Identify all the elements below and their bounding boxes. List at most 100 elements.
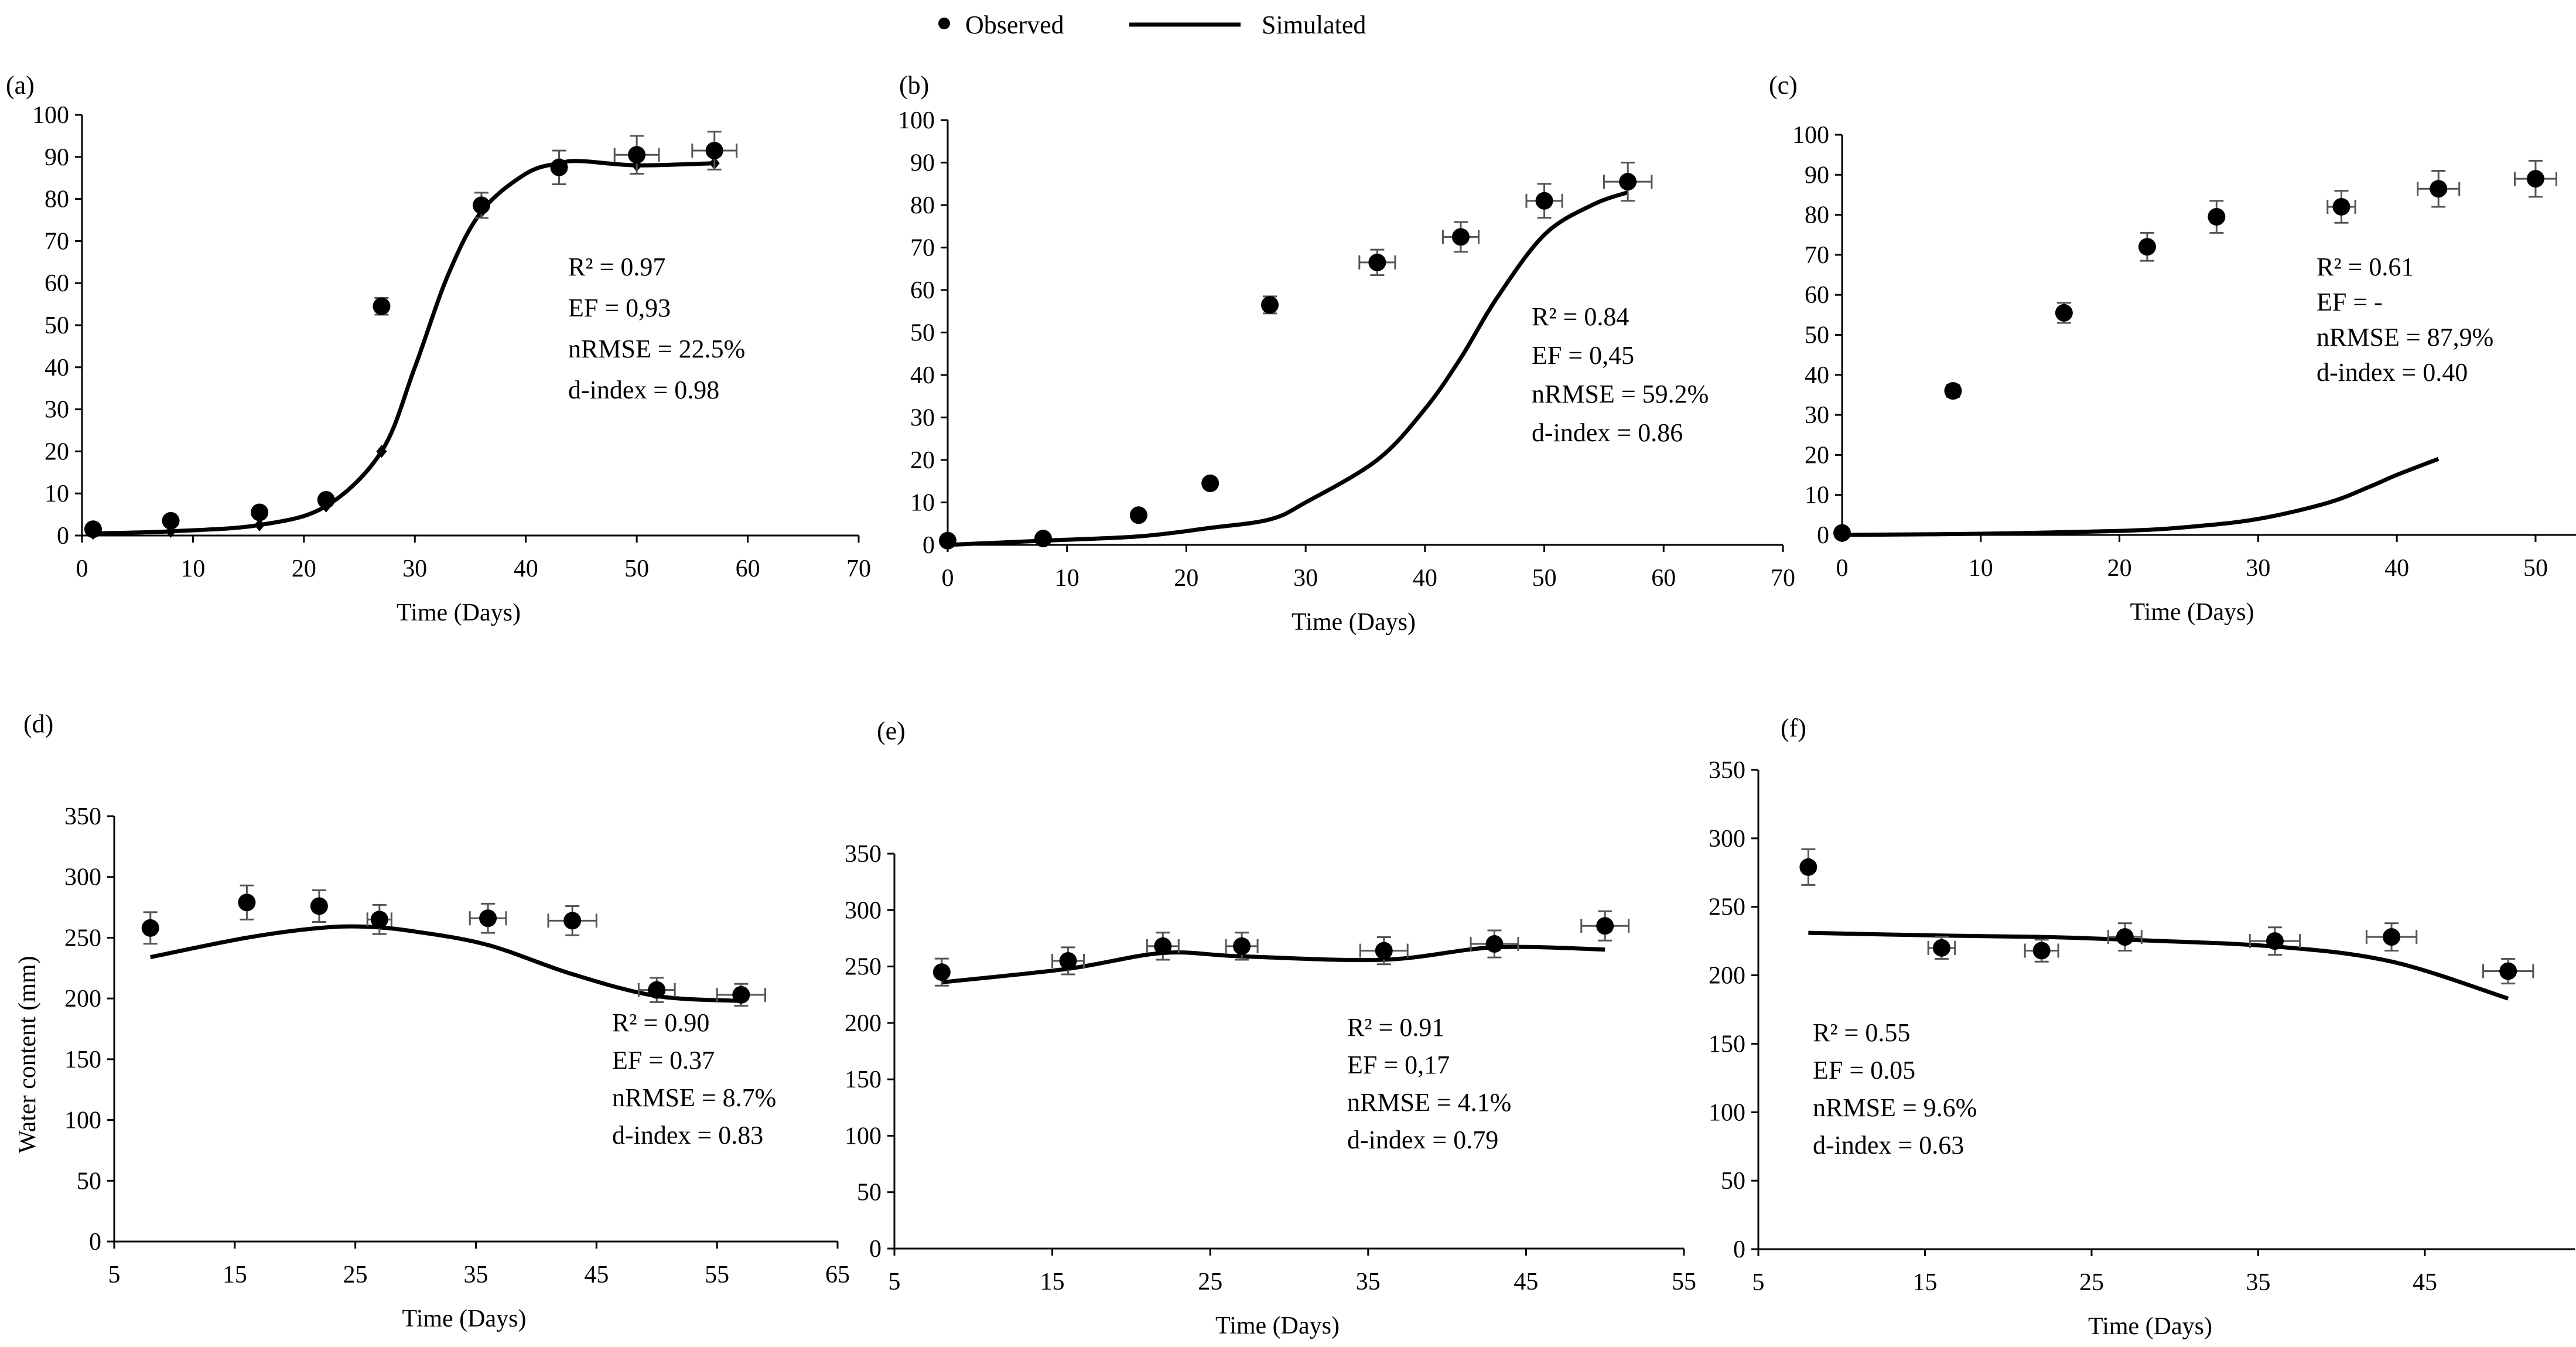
x-axis-title: Time (Days) (2088, 1313, 2212, 1340)
x-tick-label: 60 (736, 555, 760, 582)
observed-point (1368, 253, 1386, 271)
x-tick-label: 0 (1836, 555, 1849, 582)
y-tick-label: 40 (910, 362, 935, 389)
y-tick-label: 90 (910, 150, 935, 177)
panel-label: (d) (23, 710, 53, 738)
observed-point (479, 909, 497, 927)
y-tick-label: 100 (898, 107, 935, 134)
y-tick-label: 50 (857, 1179, 882, 1206)
panel-label: (b) (899, 71, 929, 100)
y-tick-label: 100 (32, 102, 69, 129)
observed-point (238, 894, 256, 912)
stats-line: nRMSE = 8.7% (612, 1083, 776, 1112)
x-tick-label: 50 (624, 555, 649, 582)
stats-line: R² = 0.97 (568, 253, 665, 281)
x-tick-label: 55 (705, 1261, 729, 1288)
x-tick-label: 70 (846, 555, 871, 582)
x-tick-label: 30 (1293, 565, 1318, 592)
x-tick-label: 30 (2246, 555, 2270, 582)
y-tick-label: 50 (1805, 322, 1829, 349)
y-tick-label: 80 (45, 186, 69, 213)
y-tick-label: 0 (1733, 1236, 1745, 1263)
y-tick-label: 60 (45, 270, 69, 297)
observed-point (732, 985, 750, 1004)
y-tick-label: 50 (45, 312, 69, 339)
y-tick-label: 10 (1805, 482, 1829, 509)
y-tick-label: 150 (1709, 1031, 1745, 1058)
observed-point (2138, 238, 2156, 256)
stats-line: R² = 0.84 (1532, 302, 1629, 331)
observed-point (84, 520, 102, 538)
observed-point (2032, 942, 2051, 960)
chart-panel-3: (c) 0 10 20 30 40 50 60 70 80 90 100 0 10 20 30 40 50 Time… (1769, 71, 2576, 626)
panel-label: (c) (1769, 71, 1798, 100)
observed-point (2430, 180, 2448, 198)
y-tick-label: 100 (1792, 122, 1829, 149)
x-tick-label: 35 (1356, 1268, 1381, 1295)
observed-point (1233, 937, 1251, 955)
observed-point (563, 912, 582, 930)
y-tick-label: 80 (1805, 202, 1829, 229)
simulated-line (1842, 456, 2440, 537)
y-tick-label: 50 (77, 1168, 101, 1195)
simulated-line (941, 944, 1605, 985)
x-axis-title: Time (Days) (2130, 599, 2254, 626)
simulated-marker (254, 519, 265, 532)
x-tick-label: 20 (292, 555, 316, 582)
stats-line: R² = 0.55 (1813, 1018, 1910, 1047)
y-tick-label: 40 (45, 354, 69, 381)
observed-point (628, 146, 646, 164)
y-tick-label: 0 (1817, 522, 1829, 549)
x-tick-label: 15 (1912, 1269, 1937, 1296)
observed-point (141, 919, 159, 937)
observed-point (1059, 952, 1077, 970)
observed-point (2526, 170, 2544, 188)
observed-point (373, 297, 391, 315)
observed-point (1799, 858, 1817, 876)
y-tick-label: 90 (45, 144, 69, 171)
chart-panel-4: (d) 0 50 100 150 200 250 300 350 5 15 25 35 45 55 65 Tim… (23, 710, 850, 1332)
x-tick-label: 65 (825, 1261, 850, 1288)
y-tick-label: 50 (910, 320, 935, 347)
y-tick-label: 100 (64, 1107, 101, 1134)
y-tick-label: 0 (57, 523, 69, 550)
y-tick-label: 350 (1709, 757, 1745, 784)
panel-label: (f) (1781, 714, 1806, 742)
x-tick-label: 50 (2523, 555, 2548, 582)
panel-label: (a) (6, 71, 35, 100)
observed-point (162, 511, 180, 530)
y-tick-label: 0 (923, 532, 935, 559)
y-tick-label: 100 (1709, 1099, 1745, 1126)
y-tick-label: 10 (45, 480, 69, 507)
y-tick-label: 60 (1805, 282, 1829, 309)
stats-line: d-index = 0.79 (1347, 1126, 1498, 1154)
y-tick-label: 300 (64, 864, 101, 891)
y-tick-label: 30 (1805, 402, 1829, 429)
y-tick-label: 30 (910, 405, 935, 432)
y-tick-label: 300 (1709, 826, 1745, 852)
observed-point (251, 503, 269, 521)
simulated-line (93, 159, 715, 536)
x-tick-label: 55 (1672, 1268, 1696, 1295)
stats-line: d-index = 0.83 (612, 1121, 763, 1150)
legend-observed-marker (938, 18, 950, 29)
panel-label: (e) (877, 717, 906, 745)
y-tick-label: 200 (845, 1010, 882, 1037)
stats-line: EF = 0,45 (1532, 341, 1634, 370)
x-axis-title: Time (Days) (402, 1305, 527, 1332)
y-tick-label: 70 (910, 235, 935, 262)
y-tick-label: 300 (845, 897, 882, 924)
stats-line: EF = - (2317, 288, 2383, 316)
y-tick-label: 70 (1805, 242, 1829, 269)
observed-point (317, 490, 335, 509)
observed-point (2116, 928, 2134, 946)
y-tick-label: 250 (1709, 894, 1745, 921)
observed-point (370, 910, 388, 929)
legend-observed-label: Observed (965, 11, 1064, 39)
stats-line: d-index = 0.40 (2317, 358, 2468, 387)
observed-point (648, 981, 666, 999)
x-tick-label: 45 (2413, 1269, 2437, 1296)
stats-line: R² = 0.61 (2317, 253, 2414, 281)
